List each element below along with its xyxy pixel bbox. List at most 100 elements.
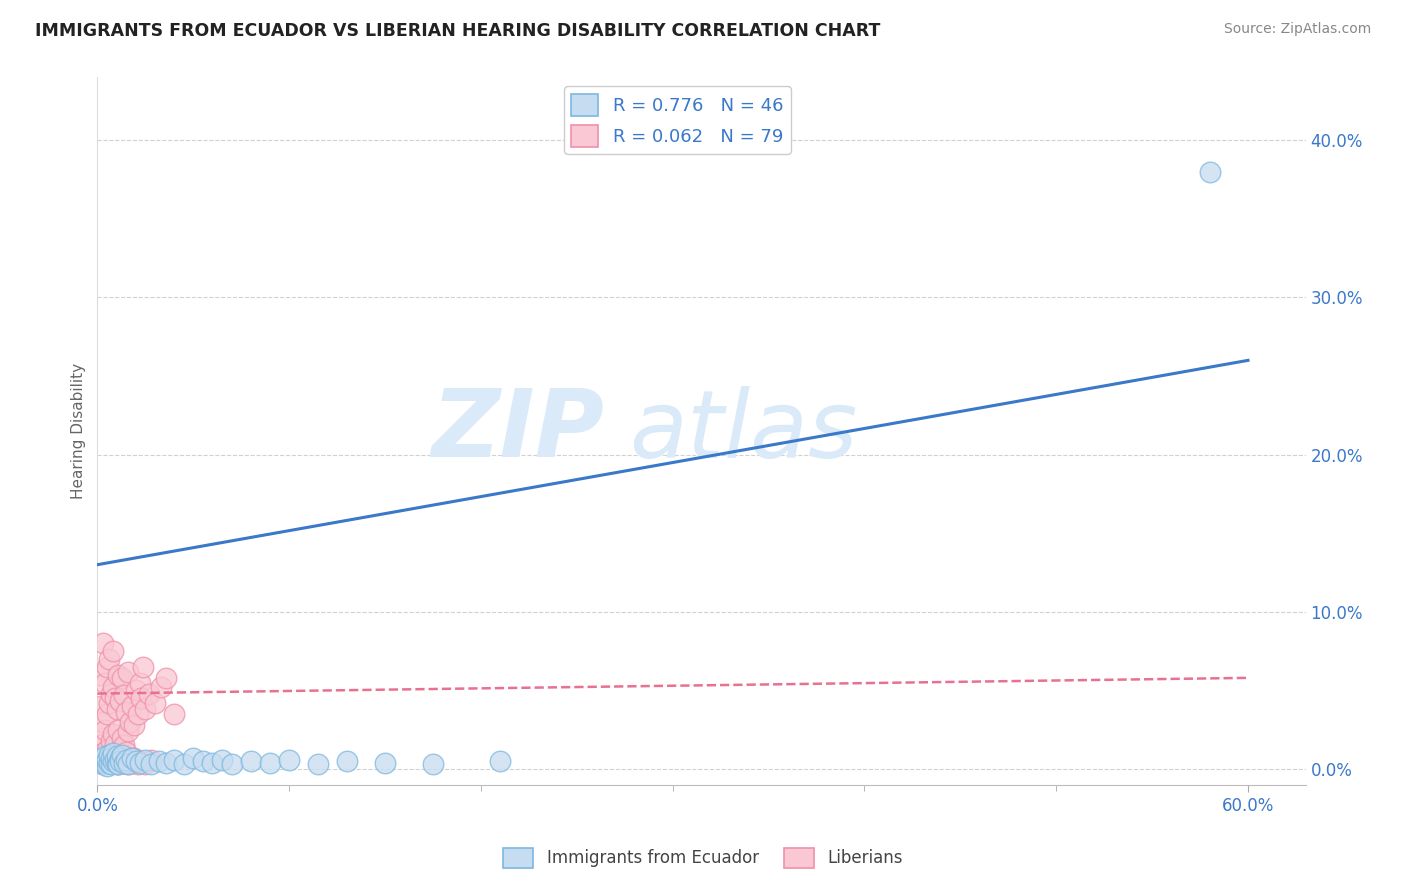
Point	[105, 747, 128, 761]
Point	[91, 636, 114, 650]
Point	[115, 745, 138, 759]
Point	[111, 754, 134, 768]
Point	[117, 665, 139, 679]
Point	[201, 756, 224, 770]
Point	[110, 751, 132, 765]
Point	[101, 754, 124, 768]
Point	[96, 753, 118, 767]
Point	[100, 757, 122, 772]
Legend: R = 0.776   N = 46, R = 0.062   N = 79: R = 0.776 N = 46, R = 0.062 N = 79	[564, 87, 790, 154]
Point	[97, 751, 120, 765]
Point	[128, 675, 150, 690]
Point	[97, 749, 120, 764]
Point	[115, 753, 138, 767]
Point	[97, 756, 120, 770]
Point	[155, 671, 177, 685]
Point	[117, 724, 139, 739]
Point	[105, 756, 128, 770]
Point	[94, 753, 117, 767]
Point	[94, 749, 117, 764]
Point	[191, 754, 214, 768]
Point	[101, 749, 124, 764]
Point	[110, 741, 132, 756]
Point	[149, 681, 172, 695]
Legend: Immigrants from Ecuador, Liberians: Immigrants from Ecuador, Liberians	[496, 841, 910, 875]
Point	[148, 754, 170, 768]
Point	[94, 756, 117, 770]
Point	[117, 756, 139, 770]
Point	[122, 718, 145, 732]
Point	[94, 756, 117, 770]
Point	[132, 660, 155, 674]
Point	[94, 675, 117, 690]
Point	[107, 757, 129, 772]
Point	[121, 751, 143, 765]
Point	[155, 756, 177, 770]
Point	[94, 723, 117, 737]
Text: atlas: atlas	[628, 385, 858, 476]
Point	[105, 749, 128, 764]
Point	[111, 754, 134, 768]
Point	[125, 753, 148, 767]
Point	[138, 687, 160, 701]
Point	[118, 751, 141, 765]
Point	[374, 756, 396, 770]
Point	[91, 757, 114, 772]
Point	[107, 723, 129, 737]
Point	[107, 667, 129, 681]
Point	[101, 681, 124, 695]
Point	[105, 702, 128, 716]
Point	[112, 756, 135, 770]
Point	[104, 737, 127, 751]
Point	[163, 753, 186, 767]
Point	[107, 757, 129, 772]
Point	[96, 743, 118, 757]
Point	[110, 694, 132, 708]
Point	[91, 714, 114, 729]
Point	[96, 759, 118, 773]
Point	[101, 727, 124, 741]
Point	[117, 757, 139, 772]
Point	[110, 754, 132, 768]
Point	[1198, 165, 1220, 179]
Point	[90, 754, 112, 768]
Point	[89, 667, 111, 681]
Point	[90, 699, 112, 714]
Point	[134, 757, 156, 772]
Point	[336, 754, 359, 768]
Point	[278, 753, 301, 767]
Point	[91, 747, 114, 761]
Point	[91, 751, 114, 765]
Point	[134, 753, 156, 767]
Point	[259, 756, 281, 770]
Point	[181, 751, 204, 765]
Point	[112, 688, 135, 702]
Point	[111, 671, 134, 685]
Point	[110, 751, 132, 765]
Point	[90, 739, 112, 753]
Point	[101, 644, 124, 658]
Text: IMMIGRANTS FROM ECUADOR VS LIBERIAN HEARING DISABILITY CORRELATION CHART: IMMIGRANTS FROM ECUADOR VS LIBERIAN HEAR…	[35, 22, 880, 40]
Point	[122, 751, 145, 765]
Point	[112, 739, 135, 753]
Point	[173, 757, 195, 772]
Point	[143, 696, 166, 710]
Text: Source: ZipAtlas.com: Source: ZipAtlas.com	[1223, 22, 1371, 37]
Point	[125, 754, 148, 768]
Point	[91, 757, 114, 772]
Y-axis label: Hearing Disability: Hearing Disability	[72, 363, 86, 500]
Point	[128, 754, 150, 768]
Point	[105, 757, 128, 772]
Point	[104, 691, 127, 706]
Point	[111, 731, 134, 745]
Point	[422, 757, 444, 772]
Point	[100, 751, 122, 765]
Point	[96, 660, 118, 674]
Point	[115, 706, 138, 720]
Point	[96, 706, 118, 721]
Point	[131, 691, 153, 706]
Point	[239, 754, 262, 768]
Point	[118, 714, 141, 729]
Point	[100, 754, 122, 768]
Point	[97, 747, 120, 762]
